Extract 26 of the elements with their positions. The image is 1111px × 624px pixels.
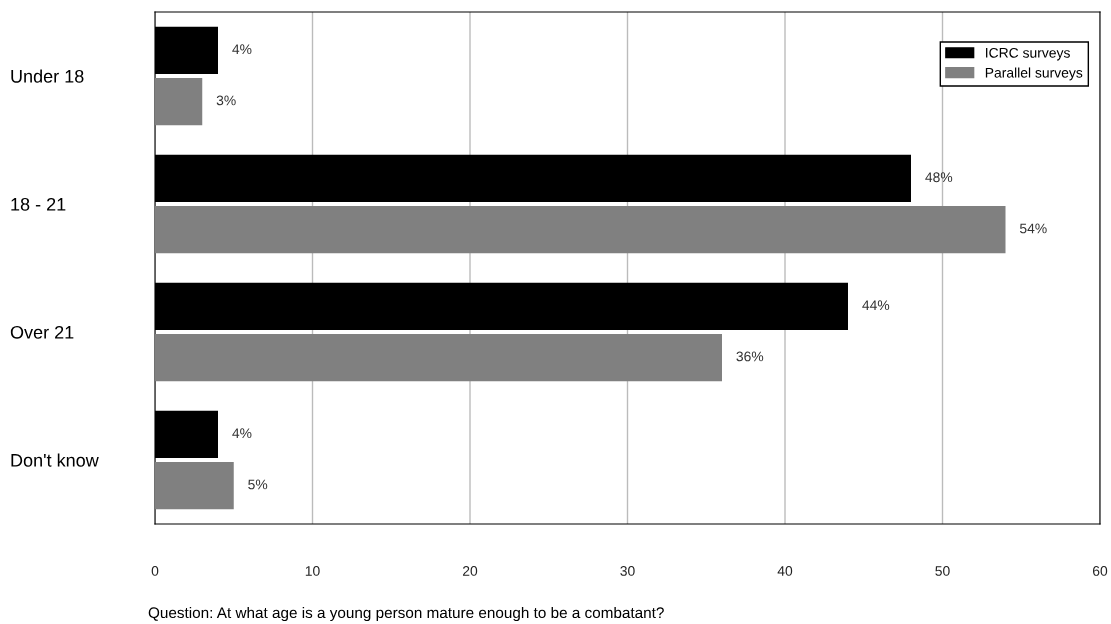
legend-label: ICRC surveys bbox=[986, 47, 1070, 61]
x-tick-label: 60 bbox=[1092, 566, 1108, 576]
x-tick-label: 50 bbox=[935, 566, 950, 576]
data-label: 54% bbox=[1019, 223, 1047, 234]
bar bbox=[155, 77, 203, 126]
data-label: 36% bbox=[736, 351, 764, 362]
data-label: 4% bbox=[232, 44, 252, 55]
data-label: 5% bbox=[248, 479, 268, 490]
data-label: 48% bbox=[925, 172, 953, 183]
x-tick-label: 0 bbox=[151, 566, 159, 576]
x-tick-label: 30 bbox=[620, 566, 635, 576]
bar bbox=[155, 461, 234, 510]
legend-label: Parallel surveys bbox=[985, 67, 1083, 81]
data-label: 4% bbox=[232, 428, 252, 439]
y-tick-label: 18 - 21 bbox=[11, 197, 66, 211]
data-label: 3% bbox=[216, 95, 236, 106]
data-label: 44% bbox=[862, 300, 890, 311]
bar bbox=[155, 333, 722, 382]
x-tick-label: 20 bbox=[462, 566, 478, 576]
x-tick-label: 10 bbox=[305, 566, 320, 576]
bar bbox=[155, 205, 1006, 254]
x-tick-label: 40 bbox=[777, 566, 793, 576]
y-tick-label: Don't know bbox=[11, 453, 99, 467]
text: Question: At what age is a young person mature enough to be a combatant? bbox=[148, 606, 664, 622]
y-tick-label: Over 21 bbox=[10, 325, 74, 339]
y-tick-label: Under 18 bbox=[11, 69, 84, 83]
